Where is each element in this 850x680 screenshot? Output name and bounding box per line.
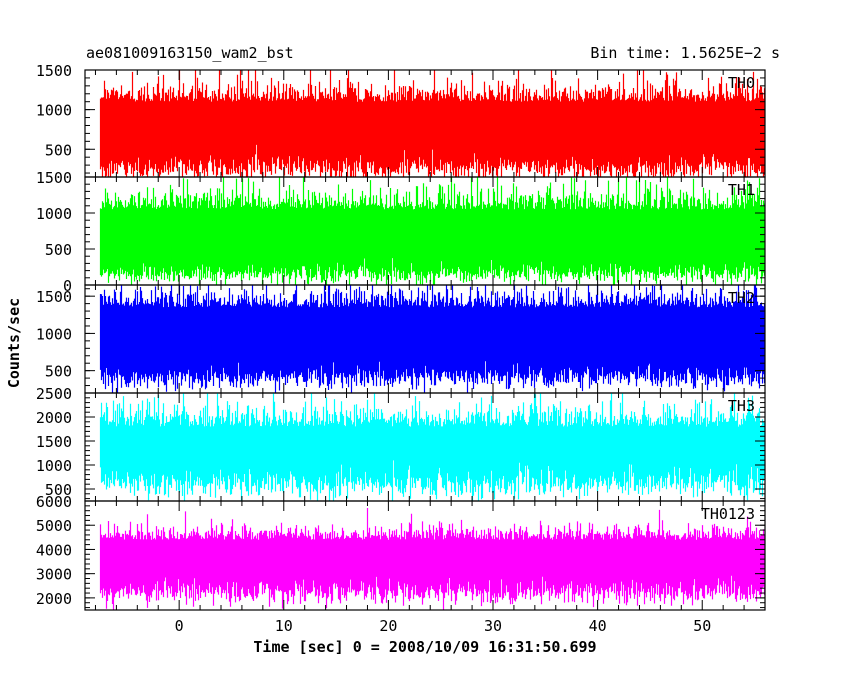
x-tick-label: 10 [275,617,293,635]
x-axis-label: Time [sec] 0 = 2008/10/09 16:31:50.699 [253,638,597,656]
panel-label-th1: TH1 [728,181,755,199]
y-tick-label: 500 [45,241,72,259]
panel-th0123: 2000 3000 4000 5000 6000 TH0123 [36,493,766,611]
x-tick-label: 20 [379,617,397,635]
panel-frame [84,500,766,611]
y-tick-label: 500 [45,141,72,159]
y-tick-label: 0 [63,277,72,295]
y-tick-label: 1000 [36,205,72,223]
y-tick-label: 2000 [36,409,72,427]
panel-label-th2: TH2 [728,289,755,307]
series-th0123 [99,508,765,610]
x-tick-label: 50 [693,617,711,635]
y-tick-label: 1500 [36,288,72,306]
series-th0 [99,70,765,177]
panel-th1: 0 500 1000 1500 TH1 [36,169,766,295]
y-tick-label: 1000 [36,102,72,120]
x-tick-label: 30 [484,617,502,635]
x-tick-label: 40 [589,617,607,635]
series-th3 [99,393,765,501]
y-tick-label: 3000 [36,566,72,584]
series-th1 [99,177,765,285]
y-tick-label: 4000 [36,541,72,559]
panel-label-th3: TH3 [728,397,755,415]
y-tick-label: 1500 [36,62,72,80]
x-tick-label: 0 [175,617,184,635]
y-tick-label: 1500 [36,433,72,451]
y-tick-label: 2500 [36,385,72,403]
y-tick-label: 500 [45,363,72,381]
series-th2 [99,285,765,393]
chart-title-bin-time: Bin time: 1.5625E−2 s [590,44,780,62]
panel-label-th0123: TH0123 [701,505,755,523]
y-tick-label: 6000 [36,493,72,511]
y-tick-label: 5000 [36,517,72,535]
panel-label-th0: TH0 [728,74,755,92]
y-tick-label: 500 [45,481,72,499]
y-tick-label: 1000 [36,325,72,343]
y-tick-label: 2000 [36,590,72,608]
panel-th0: 500 1000 1500 TH0 [36,62,766,178]
chart-title-source: ae081009163150_wam2_bst [86,44,294,62]
panel-th2: 500 1000 1500 TH2 [36,284,766,394]
y-tick-label: 1000 [36,457,72,475]
y-tick-label: 1500 [36,169,72,187]
y-axis-label: Counts/sec [5,297,23,389]
panel-th3: 500 1000 1500 2000 2500 TH3 [36,385,766,502]
